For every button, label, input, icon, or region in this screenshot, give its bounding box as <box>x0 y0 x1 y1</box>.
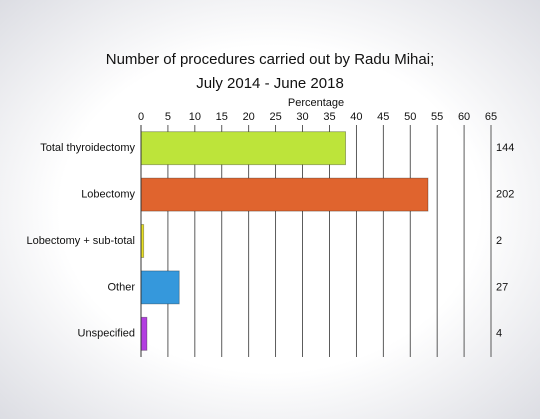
count-label: 202 <box>496 189 514 201</box>
x-tick-label: 15 <box>216 111 228 123</box>
x-tick-label: 20 <box>243 111 255 123</box>
x-tick-label: 40 <box>350 111 362 123</box>
x-tick-label: 0 <box>138 111 144 123</box>
x-tick-label: 25 <box>269 111 281 123</box>
y-tick-label: Lobectomy + sub-total <box>26 235 135 247</box>
chart-subtitle: July 2014 - June 2018 <box>196 75 344 92</box>
bar <box>140 316 148 351</box>
y-tick-label: Total thyroidectomy <box>40 142 135 154</box>
bar <box>140 131 347 166</box>
y-tick-label: Lobectomy <box>81 189 135 201</box>
x-tick-label: 10 <box>189 111 201 123</box>
bar <box>140 270 180 305</box>
count-label: 4 <box>496 328 502 340</box>
x-tick-label: 60 <box>458 111 470 123</box>
x-tick-label: 45 <box>377 111 389 123</box>
x-tick-label: 55 <box>431 111 443 123</box>
count-label: 2 <box>496 235 502 247</box>
y-tick-label: Other <box>107 281 135 293</box>
x-tick-label: 65 <box>485 111 497 123</box>
x-tick-label: 35 <box>323 111 335 123</box>
bar <box>140 177 429 212</box>
x-axis-label: Percentage <box>288 97 344 109</box>
count-label: 27 <box>496 281 508 293</box>
x-tick-label: 30 <box>296 111 308 123</box>
y-tick-label: Unspecified <box>78 328 135 340</box>
x-tick-label: 5 <box>165 111 171 123</box>
count-label: 144 <box>496 142 514 154</box>
x-tick-label: 50 <box>404 111 416 123</box>
chart-title: Number of procedures carried out by Radu… <box>106 51 435 68</box>
